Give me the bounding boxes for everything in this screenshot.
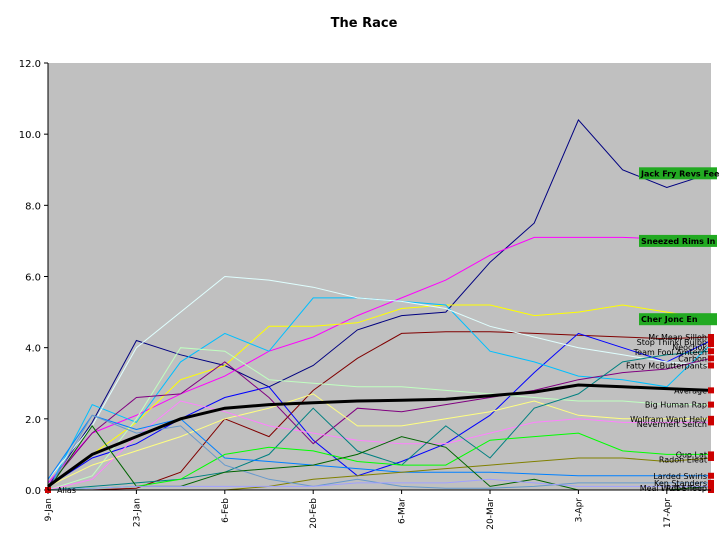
x-tick-label: 6-Feb [221,498,231,523]
series-end-marker [708,483,714,490]
series-end-label: Nevermert Seitch [637,420,707,429]
x-tick-label: 6-Mar [398,498,408,524]
series-line-cher-jonc-en [47,304,712,487]
series-highlight-box [639,167,717,180]
series-end-label: Carbon [678,354,707,363]
series-end-label: Wolfram Want Hely [630,415,707,424]
series-end-label: Radon Eleat [659,455,707,464]
y-tick-label: 0.0 [25,486,41,497]
series-end-marker [708,419,714,426]
series-end-label: Stop Thinkl Bulbb [637,338,707,347]
series-end-label: Ken Standers [654,479,707,488]
series-end-marker [708,472,714,479]
series-end-label: Meal Wuff Sheep [640,484,707,493]
series-line-stop-thinkl-bulbb [47,332,712,487]
series-end-labels: Jack Fry Revs Fee Sneezed Rims In Cher Jon… [45,167,720,495]
series-end-marker [708,387,714,394]
y-tick-label: 4.0 [25,344,41,355]
series-end-marker [708,348,714,355]
series-end-label: Quo Lat [676,450,707,459]
series-highlight-box [639,313,717,326]
series-end-marker [708,341,714,348]
x-tick-label: 17-Apr [663,498,673,528]
series-end-label: Jack Fry Revs Fee [640,169,720,178]
series-end-marker [708,451,714,458]
series-line-mr-mean-silloh [48,331,712,491]
series-end-marker [708,362,714,369]
y-tick-label: 2.0 [25,415,41,426]
series-line-big-human-rap [47,347,711,491]
series-end-marker [708,415,714,422]
y-tick-label: 10.0 [19,130,41,141]
series-end-label: I Robe Toep [661,484,707,493]
series-end-label: Sneezed Rims In [641,237,716,246]
y-axis: 0.0 2.0 4.0 6.0 8.0 10.0 12.0 [19,59,48,497]
series-end-label: Average [674,386,707,395]
chart-title: The Race [330,16,398,31]
y-tick-label: 12.0 [19,59,41,70]
series-end-label: Cher Jonc En [641,315,698,324]
series-end-marker [708,333,714,340]
series-end-marker [708,454,714,461]
series-end-label: Team Fool Amtech [633,348,707,357]
series-end-label: Larded Swirls [653,472,707,481]
series-line-quo-lat [47,432,711,491]
series-end-label: Neochok [672,343,707,352]
series-end-marker [708,479,714,486]
series-highlight-box [639,234,717,247]
series-end-marker [708,401,714,408]
series-line-average [47,383,712,488]
series-line-team-fool-amtech [47,350,712,491]
series-line-sneezed-rims-in [47,236,712,484]
series-line-wolfram-want-hely [47,393,711,487]
x-tick-label: 9-Jan [44,498,54,521]
x-tick-label: 20-Mar [486,498,496,530]
series-line-carbon [47,357,712,487]
y-tick-label: 6.0 [25,273,41,284]
x-tick-label: 23-Jan [132,498,142,527]
series-line-larded-swirls [47,414,711,480]
series-line-nevermert-seitch [47,400,711,491]
x-tick-label: 20-Feb [309,498,319,529]
series-end-label: Fatty McButterpants [626,361,707,370]
x-tick-label: 3-Apr [574,498,584,523]
series-line-jack-fry-revs-fee [47,118,712,487]
series-end-marker [708,337,714,344]
series-end-label: Big Human Rap [645,401,707,410]
series-end-label: Mr Mean Silloh [648,333,707,342]
series-line-fatty-mcbutterpants [47,275,712,480]
series-end-marker [708,355,714,362]
y-tick-label: 8.0 [25,201,41,212]
x-axis: 9-Jan 23-Jan 6-Feb 20-Feb 6-Mar 20-Mar 3-Apr 17… [44,490,673,530]
series-line-i-robe-toep [47,478,711,491]
